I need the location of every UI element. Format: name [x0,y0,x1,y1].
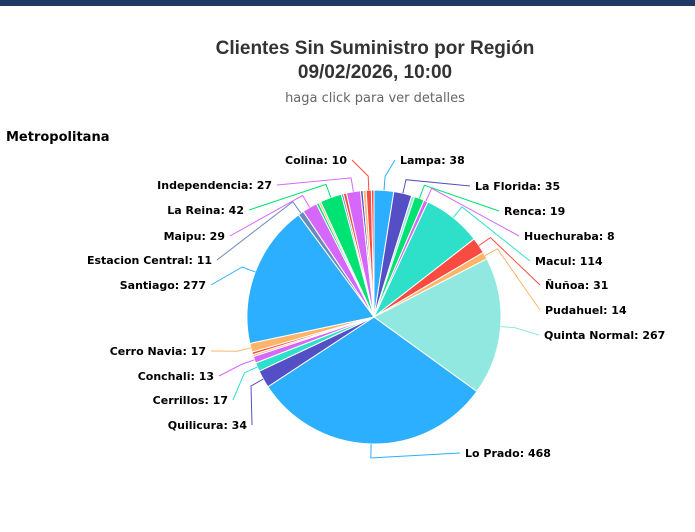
connector-line [218,359,255,377]
connector-line [248,183,332,211]
data-label-lo-prado: Lo Prado: 468 [465,447,551,460]
connector-line [276,177,354,192]
connector-line [229,194,311,237]
connector-line [232,366,258,401]
data-label-quilicura: Quilicura: 34 [168,419,248,432]
region-label: Metropolitana [6,130,110,145]
connector-line [402,179,471,194]
data-label-santiago: Santiago: 277 [120,279,206,292]
data-label-la-reina: La Reina: 42 [167,204,244,217]
connector-line [418,184,500,212]
data-label-maipu: Maipu: 29 [164,230,225,243]
connector-line [383,159,396,191]
data-label-quinta-normal: Quinta Normal: 267 [544,329,665,342]
data-label-pudahuel: Pudahuel: 14 [545,304,627,317]
data-label-conchali: Conchali: 13 [138,370,214,383]
data-label-cerro-navia: Cerro Navia: 17 [110,345,206,358]
connector-line [250,378,264,426]
data-label-estacion-central: Estacion Central: 11 [87,254,212,267]
pie-slice-quinta-normal[interactable] [373,258,502,393]
data-label-huechuraba: Huechuraba: 8 [524,230,615,243]
data-label-colina: Colina: 10 [285,154,347,167]
data-label-lampa: Lampa: 38 [400,154,465,167]
chart-title: Clientes Sin Suministro por Región [215,38,535,59]
connector-line [210,266,256,286]
data-label-independencia: Independencia: 27 [157,179,272,192]
connector-line [210,347,251,352]
data-label-cerrillos: Cerrillos: 17 [153,394,228,407]
data-label-ñuñoa: Ñuñoa: 31 [545,279,608,292]
connector-line [351,159,370,191]
data-label-renca: Renca: 19 [504,205,565,218]
connector-line [484,248,541,311]
data-label-la-florida: La Florida: 35 [475,180,560,193]
connector-line [478,236,541,286]
connector-line [216,200,302,261]
connector-line [425,187,520,237]
connector-line [370,443,461,459]
connector-line [500,326,540,336]
data-label-macul: Macul: 114 [535,255,603,268]
pie-slice-minor[interactable] [370,189,375,318]
chart-subtitle[interactable]: haga click para ver detalles [285,91,465,106]
pie-slice-lo-prado[interactable] [267,316,478,445]
top-accent-bar [0,0,695,6]
connector-line [452,206,531,262]
chart-datetime: 09/02/2026, 10:00 [297,62,453,83]
